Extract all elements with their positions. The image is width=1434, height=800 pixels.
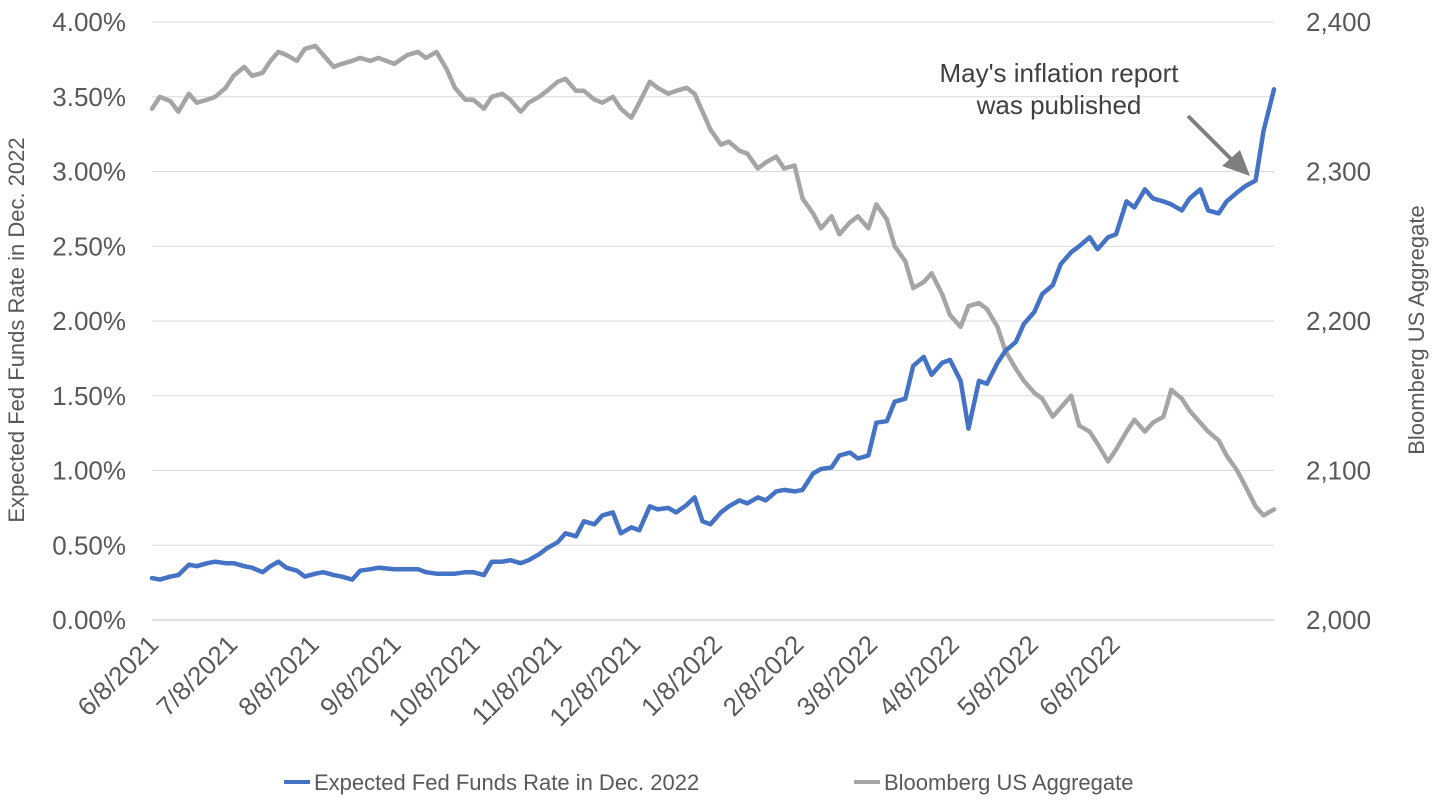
x-axis-ticks: 6/8/20217/8/20218/8/20219/8/202110/8/202…	[71, 629, 1125, 732]
series-line-1	[149, 87, 1277, 582]
annotation-line-2: was published	[976, 90, 1142, 120]
x-tick-label: 6/8/2022	[1033, 629, 1126, 722]
left-tick-label: 0.50%	[52, 530, 126, 560]
left-axis-title: Expected Fed Funds Rate in Dec. 2022	[4, 137, 29, 522]
left-tick-label: 1.50%	[52, 381, 126, 411]
left-tick-label: 4.00%	[52, 7, 126, 37]
annotation-line-1: May's inflation report	[939, 58, 1179, 88]
legend-label-series-2: Bloomberg US Aggregate	[884, 770, 1134, 795]
x-tick-label: 5/8/2022	[951, 629, 1044, 722]
series-layer	[149, 43, 1277, 582]
left-tick-label: 2.00%	[52, 306, 126, 336]
x-tick-label: 4/8/2022	[872, 629, 965, 722]
legend: Expected Fed Funds Rate in Dec. 2022 Blo…	[284, 770, 1134, 795]
x-tick-label: 6/8/2021	[71, 629, 164, 722]
right-tick-label: 2,100	[1306, 456, 1371, 486]
right-tick-label: 2,400	[1306, 7, 1371, 37]
x-tick-label: 1/8/2022	[635, 629, 728, 722]
x-tick-label: 3/8/2022	[790, 629, 883, 722]
series-line-2	[149, 43, 1277, 518]
left-axis-ticks: 0.00% 0.50% 1.00% 1.50% 2.00% 2.50% 3.00% 3.50%…	[52, 7, 126, 635]
gridlines	[152, 21, 1274, 621]
x-tick-label: 7/8/2021	[150, 629, 243, 722]
right-tick-label: 2,300	[1306, 157, 1371, 187]
legend-label-series-1: Expected Fed Funds Rate in Dec. 2022	[314, 770, 699, 795]
left-tick-label: 0.00%	[52, 605, 126, 635]
right-tick-label: 2,200	[1306, 306, 1371, 336]
x-tick-label: 8/8/2021	[232, 629, 325, 722]
annotation: May's inflation report was published	[939, 58, 1250, 176]
right-axis-ticks: 2,000 2,100 2,200 2,300 2,400	[1306, 7, 1371, 635]
x-tick-label: 2/8/2022	[717, 629, 810, 722]
left-tick-label: 1.00%	[52, 456, 126, 486]
left-tick-label: 2.50%	[52, 231, 126, 261]
annotation-arrowhead	[1222, 150, 1250, 176]
right-tick-label: 2,000	[1306, 605, 1371, 635]
right-axis-title: Bloomberg US Aggregate	[1404, 205, 1429, 455]
left-tick-label: 3.50%	[52, 82, 126, 112]
annotation-arrow	[1186, 114, 1234, 162]
left-tick-label: 3.00%	[52, 157, 126, 187]
